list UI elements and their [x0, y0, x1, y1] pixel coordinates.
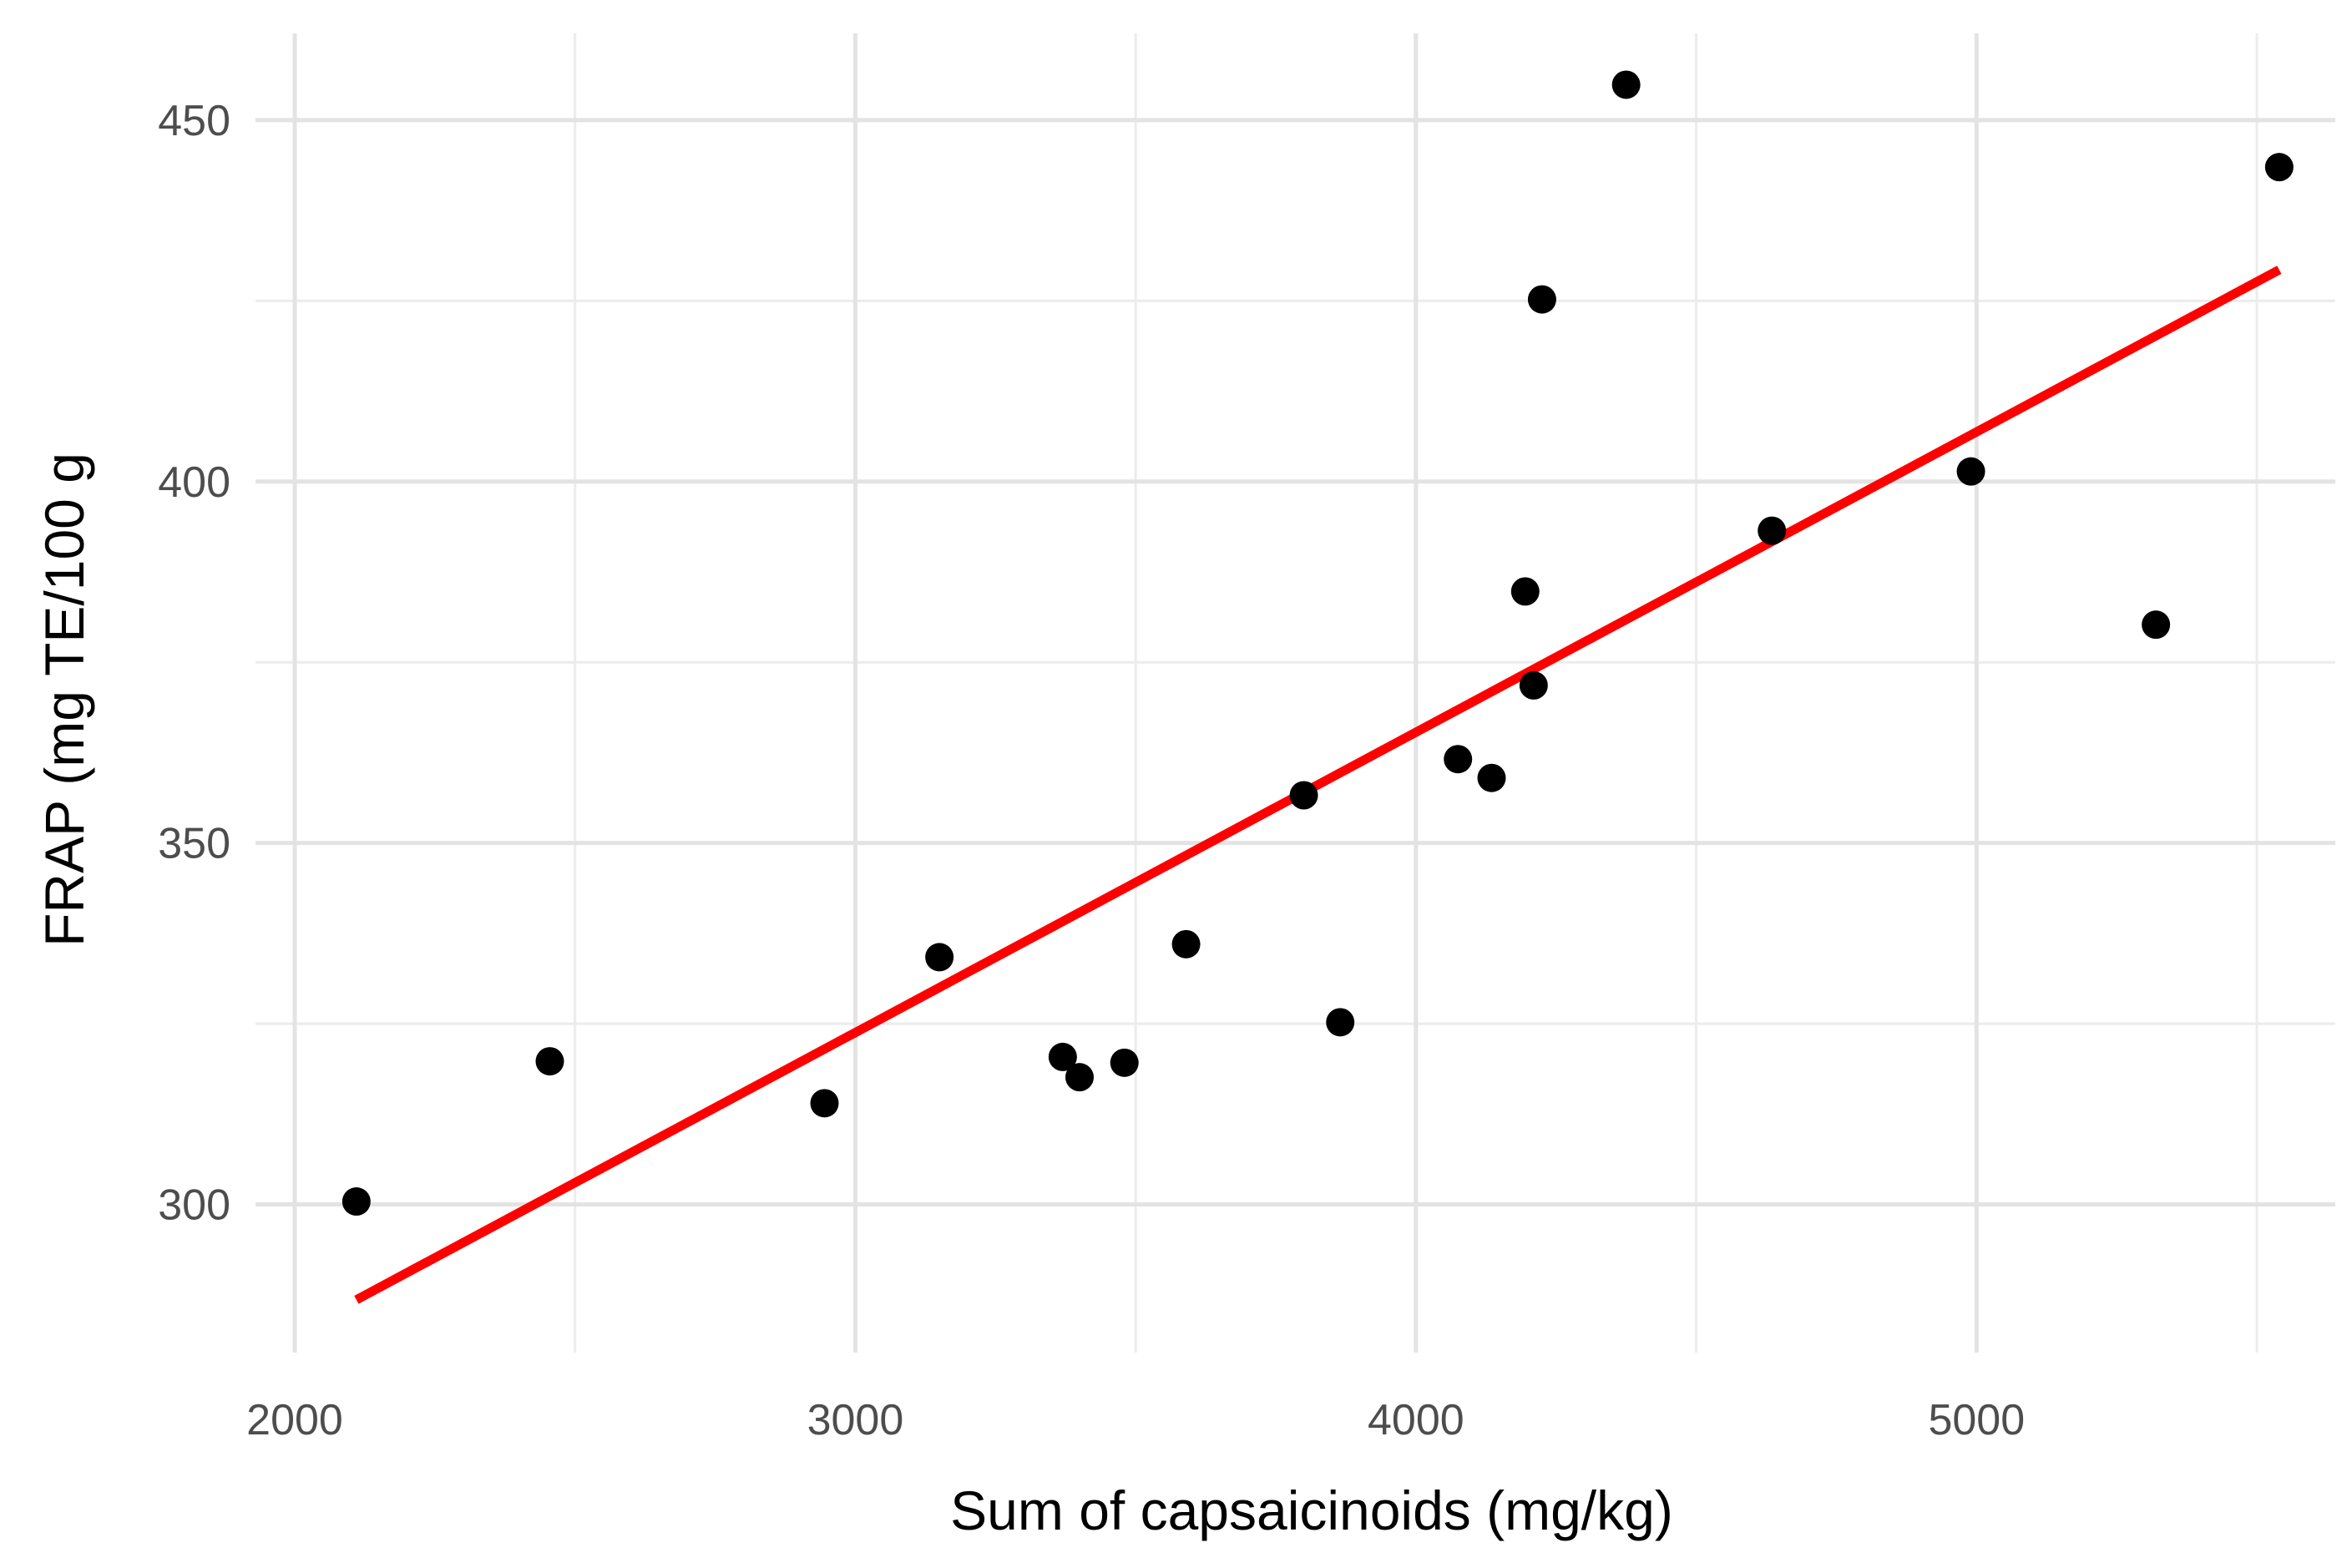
- data-point: [810, 1089, 839, 1118]
- x-tick-label: 3000: [807, 1396, 904, 1444]
- y-tick-label: 400: [158, 458, 230, 507]
- data-point: [1519, 670, 1548, 700]
- data-point: [1289, 781, 1318, 810]
- data-point: [2142, 610, 2171, 640]
- y-tick-label: 450: [158, 97, 230, 145]
- x-tick-label: 4000: [1368, 1396, 1464, 1444]
- data-point: [2264, 153, 2294, 182]
- x-axis-title: Sum of capsaicinoids (mg/kg): [950, 1479, 1673, 1541]
- data-point: [1048, 1042, 1077, 1071]
- x-axis-ticks: 2000 3000 4000 5000: [246, 1396, 2025, 1444]
- data-point: [341, 1187, 371, 1216]
- y-axis-title: FRAP (mg TE/100 g: [33, 453, 95, 947]
- x-tick-label: 5000: [1928, 1396, 2025, 1444]
- regression-line-layer: [354, 266, 2282, 1304]
- y-tick-label: 350: [158, 820, 230, 868]
- data-point: [535, 1047, 564, 1076]
- minor-gridlines: [255, 33, 2335, 1353]
- data-point: [1477, 763, 1506, 792]
- data-point: [1326, 1008, 1355, 1037]
- data-point: [1444, 745, 1473, 774]
- data-point: [1510, 577, 1540, 606]
- data-point: [1171, 929, 1201, 959]
- y-axis-ticks: 300 350 400 450: [158, 97, 230, 1230]
- data-point: [1110, 1048, 1139, 1077]
- data-point: [1956, 457, 1985, 486]
- data-point: [1527, 285, 1556, 314]
- x-tick-label: 2000: [246, 1396, 343, 1444]
- data-point: [1758, 516, 1787, 545]
- major-gridlines: [255, 33, 2335, 1353]
- y-tick-label: 300: [158, 1181, 230, 1230]
- data-point: [1611, 70, 1641, 99]
- scatter-points: [341, 70, 2294, 1216]
- data-point: [925, 943, 954, 972]
- data-point: [1065, 1063, 1094, 1092]
- regression-line: [354, 266, 2282, 1304]
